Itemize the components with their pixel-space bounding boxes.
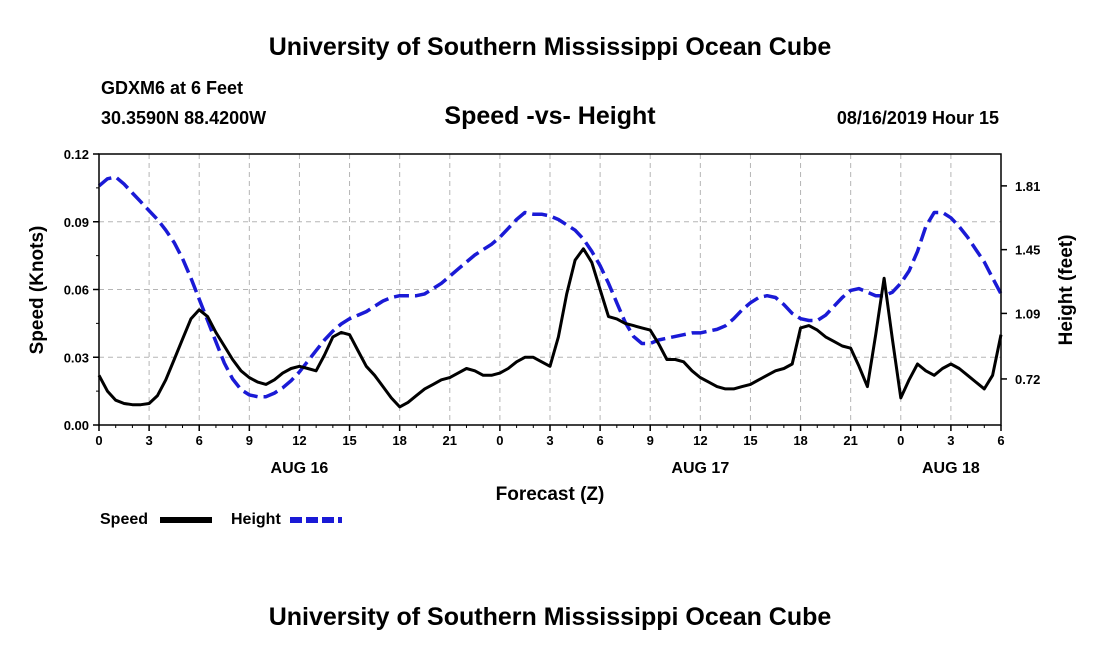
height-series-line <box>97 175 1003 399</box>
top-title: University of Southern Mississippi Ocean… <box>269 33 832 61</box>
legend-speed-label: Speed <box>100 511 148 528</box>
x-tick-label: 12 <box>693 433 707 448</box>
chart-title: Speed -vs- Height <box>444 102 656 130</box>
x-tick-label: 6 <box>997 433 1004 448</box>
right-tick-label: 1.45 <box>1015 243 1040 258</box>
legend: Speed Height <box>100 511 342 528</box>
bottom-title: University of Southern Mississippi Ocean… <box>269 603 832 631</box>
x-tick-labels: 0 3 6 9 12 15 18 21 0 3 6 9 12 15 18 21 0 3 6 <box>95 433 1004 448</box>
plot-frame <box>98 153 1002 426</box>
date-hour-label: 08/16/2019 Hour 15 <box>837 108 999 128</box>
y-axis-right-label: Height (feet) <box>1056 235 1077 346</box>
x-tick-label: 0 <box>95 433 102 448</box>
coords-label: 30.3590N 88.4200W <box>101 108 266 128</box>
left-tick-label: 0.06 <box>64 283 89 298</box>
left-tick-label: 0.00 <box>64 418 89 433</box>
plot-area <box>97 153 1003 426</box>
x-tick-label: 21 <box>843 433 857 448</box>
left-tick-label: 0.12 <box>64 147 89 162</box>
x-tick-label: 18 <box>392 433 406 448</box>
speed-series-line <box>97 247 1003 409</box>
x-tick-label: 6 <box>196 433 203 448</box>
station-label: GDXM6 at 6 Feet <box>101 78 243 98</box>
x-tick-label: 12 <box>292 433 306 448</box>
x-tick-label: 18 <box>793 433 807 448</box>
x-tick-label: 3 <box>947 433 954 448</box>
x-tick-label: 3 <box>546 433 553 448</box>
day-label: AUG 18 <box>922 460 980 477</box>
x-tick-label: 9 <box>647 433 654 448</box>
right-tick-label: 0.72 <box>1015 372 1040 387</box>
day-label: AUG 16 <box>271 460 329 477</box>
x-axis-label: Forecast (Z) <box>496 484 605 505</box>
left-tick-labels: 0.00 0.03 0.06 0.09 0.12 <box>64 147 89 433</box>
day-labels: AUG 16 AUG 17 AUG 18 <box>271 460 980 477</box>
x-tick-label: 9 <box>246 433 253 448</box>
x-tick-label: 15 <box>342 433 356 448</box>
x-tick-label: 3 <box>145 433 152 448</box>
legend-height-label: Height <box>231 511 281 528</box>
x-tick-label: 0 <box>496 433 503 448</box>
right-tick-labels: 0.72 1.09 1.45 1.81 <box>1015 179 1040 387</box>
x-tick-label: 0 <box>897 433 904 448</box>
left-tick-label: 0.09 <box>64 215 89 230</box>
left-tick-label: 0.03 <box>64 350 89 365</box>
right-tick-label: 1.81 <box>1015 179 1040 194</box>
x-tick-label: 15 <box>743 433 757 448</box>
right-tick-label: 1.09 <box>1015 306 1040 321</box>
y-axis-left-label: Speed (Knots) <box>27 226 48 355</box>
day-label: AUG 17 <box>671 460 729 477</box>
x-tick-label: 6 <box>596 433 603 448</box>
x-tick-label: 21 <box>443 433 457 448</box>
